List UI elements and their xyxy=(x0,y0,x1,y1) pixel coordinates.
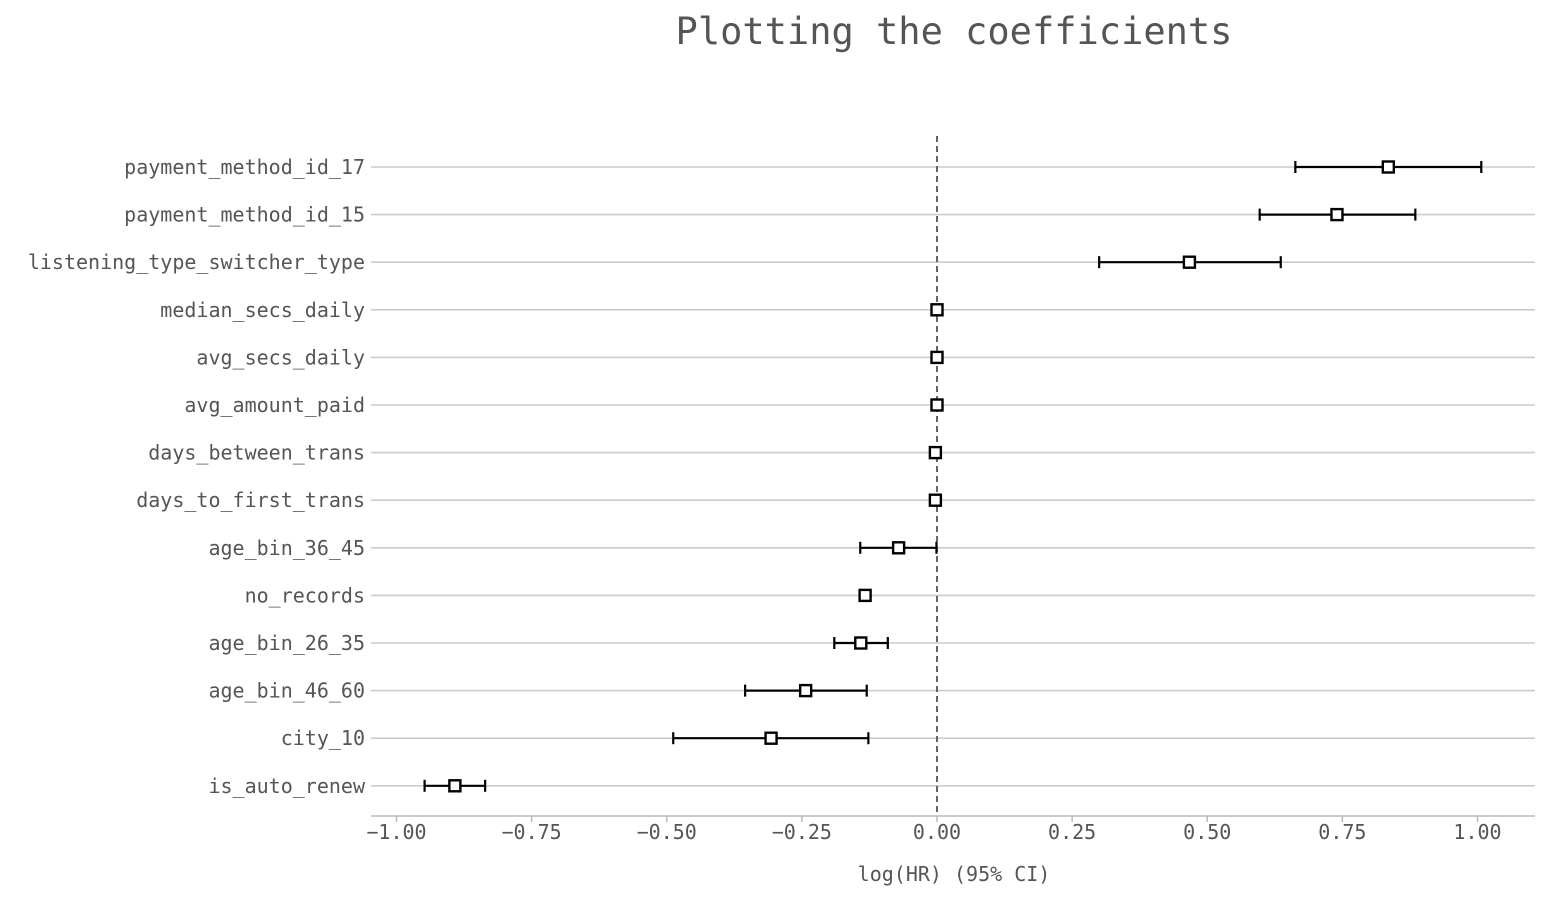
x-tick-label: −0.25 xyxy=(772,820,832,844)
x-tick-label: −1.00 xyxy=(366,820,426,844)
coef-marker xyxy=(930,303,944,317)
x-tick-label: 0.00 xyxy=(913,820,961,844)
coef-marker xyxy=(891,541,906,555)
x-axis-ticks: −1.00 −0.75 −0.50 −0.25 0.00 0.25 0.50 0.75 1.00 xyxy=(366,816,1502,844)
x-tick-label: 0.75 xyxy=(1318,820,1366,844)
row-label: no_records xyxy=(245,583,365,607)
row-label: listening_type_switcher_type xyxy=(28,250,365,274)
row-label: avg_secs_daily xyxy=(196,345,365,369)
row-label: city_10 xyxy=(281,726,365,750)
coefficient-markers xyxy=(448,160,1396,793)
y-axis-labels: payment_method_id_17 payment_method_id_15… xyxy=(28,155,366,798)
coef-marker xyxy=(798,683,813,698)
row-label: is_auto_renew xyxy=(208,774,365,798)
coef-marker xyxy=(930,398,944,412)
row-label: median_secs_daily xyxy=(160,298,365,322)
x-tick-label: 0.50 xyxy=(1183,820,1231,844)
row-label: age_bin_36_45 xyxy=(208,536,365,560)
row-label: age_bin_46_60 xyxy=(208,679,365,703)
coef-marker xyxy=(1381,160,1396,174)
coef-marker xyxy=(448,779,462,793)
row-label: days_to_first_trans xyxy=(136,488,365,512)
coef-marker xyxy=(928,445,943,460)
coef-marker xyxy=(930,350,944,365)
coef-marker xyxy=(764,731,778,745)
row-label: avg_amount_paid xyxy=(184,393,365,417)
confidence-intervals xyxy=(423,161,1483,792)
row-label: payment_method_id_17 xyxy=(124,155,365,179)
x-tick-label: 0.25 xyxy=(1048,820,1096,844)
coef-marker xyxy=(858,588,872,603)
row-label: payment_method_id_15 xyxy=(124,203,365,227)
chart-title: Plotting the coefficients xyxy=(676,10,1233,53)
coef-marker xyxy=(854,636,868,650)
coef-marker xyxy=(1182,255,1197,269)
row-label: days_between_trans xyxy=(148,441,365,465)
coef-marker xyxy=(928,493,943,507)
x-tick-label: −0.50 xyxy=(637,820,697,844)
x-tick-label: −0.75 xyxy=(502,820,562,844)
row-label: age_bin_26_35 xyxy=(208,631,365,655)
grid-lines xyxy=(371,166,1535,787)
coef-marker xyxy=(1330,207,1344,222)
x-tick-label: 1.00 xyxy=(1453,820,1501,844)
x-axis-label: log(HR) (95% CI) xyxy=(858,862,1051,886)
